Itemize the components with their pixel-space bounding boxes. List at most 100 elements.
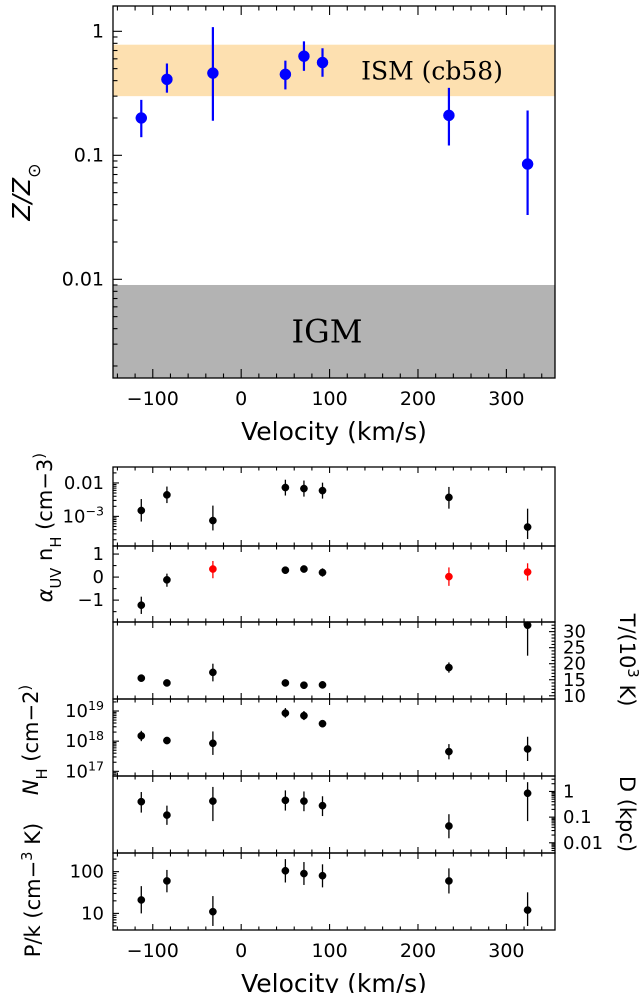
panel-nH-point-3 (281, 483, 290, 492)
ylabel-distance-part: D (kpc) (615, 776, 639, 852)
ylabel-NH-part: H (34, 768, 51, 779)
panel-NH-point-1 (163, 736, 171, 745)
panel-nH-point-7 (523, 523, 532, 531)
panel-alpha-ytick-label-0: −1 (77, 590, 104, 611)
panel-distance-ytick-label-2: 1 (563, 781, 574, 802)
panel-metallicity-frame (112, 5, 556, 379)
panel-temperature-ytick-label-3: 25 (563, 638, 586, 659)
panel-metallicity-xtick-label-1: 0 (235, 388, 247, 410)
ylabel-nH-part: H (48, 537, 65, 548)
ylabel-pressure-part: P/k (cm− (21, 861, 45, 957)
panel-pressure-point-5 (318, 871, 327, 880)
panel-pressure-ytick-label-1: 100 (70, 862, 104, 883)
panel-metallicity-point-6 (443, 109, 455, 122)
panel-NH-point-7 (523, 745, 532, 753)
panel-metallicity-point-0 (135, 112, 148, 124)
ylabel-metallicity-part: Z/Z (7, 177, 36, 222)
panel-distance-point-7 (523, 789, 532, 798)
panel-metallicity-xtick-label-3: 200 (400, 388, 436, 410)
panel-distance-point-0 (137, 797, 146, 806)
panel-metallicity-band-label-1: IGM (292, 312, 363, 350)
NH-tick-base: 10 (65, 731, 88, 752)
panel-NH-ytick-label-0: 1017 (65, 758, 104, 783)
panel-alpha-point-0 (137, 601, 146, 610)
ylabel-metallicity-part: ⊙ (25, 163, 45, 178)
panel-metallicity-xtick-label-2: 100 (311, 388, 347, 410)
panel-metallicity-band-1 (113, 284, 555, 378)
panel-nH-point-4 (300, 484, 308, 493)
panel-alpha-point-5 (318, 568, 327, 577)
panel-temperature-ytick-label-1: 15 (563, 670, 586, 691)
NH-tick-exp: 17 (88, 758, 104, 773)
ylabel-nH-part: (cm−3 (33, 459, 57, 537)
panel-pressure-point-2 (209, 907, 217, 916)
panel-metallicity-xlabel: Velocity (km/s) (241, 417, 427, 446)
ylabel-NH: NH (cm−2) (17, 685, 51, 795)
ylabel-temperature-part: 3 (625, 668, 642, 677)
panel-temperature-point-5 (318, 681, 327, 689)
panel-distance-point-2 (209, 797, 217, 805)
ylabel-nH-part: ) (31, 453, 48, 459)
panel-pressure-xtick-label-3: 200 (400, 940, 436, 962)
panel-NH-point-2 (209, 739, 217, 748)
ylabel-distance: D (kpc) (615, 776, 639, 852)
ylabel-temperature-part: T/(10 (615, 613, 639, 669)
panel-nH-point-6 (445, 493, 453, 502)
ylabel-pressure-part: 3 (19, 851, 36, 860)
panel-nH-point-0 (137, 506, 146, 515)
nH-tick-exp: −3 (85, 503, 104, 518)
NH-tick-base: 10 (65, 701, 88, 722)
ylabel-nH: nH (cm−3) (31, 453, 65, 561)
panel-pressure-point-3 (281, 866, 290, 875)
panel-alpha-frame (112, 545, 556, 623)
panel-metallicity-point-5 (316, 56, 329, 69)
data-layer (135, 27, 534, 926)
panel-metallicity-point-7 (521, 158, 534, 170)
panel-nH-point-2 (209, 516, 217, 525)
panel-NH-point-6 (445, 747, 453, 756)
panel-alpha-point-3 (281, 566, 290, 575)
panel-metallicity-point-1 (161, 73, 173, 86)
panel-temperature-point-7 (523, 621, 532, 630)
panel-metallicity-point-4 (298, 50, 310, 62)
panel-distance-ytick-label-1: 0.1 (563, 807, 592, 828)
nH-tick-base: 10 (63, 506, 86, 527)
panel-distance-point-1 (163, 811, 171, 819)
panel-temperature-point-3 (281, 679, 290, 687)
panel-metallicity-band-label-0: ISM (cb58) (361, 56, 503, 85)
panel-metallicity-xtick-label-0: −100 (127, 388, 179, 410)
panel-temperature-ytick-label-4: 30 (563, 622, 586, 643)
panel-nH-point-1 (163, 491, 171, 499)
panel-metallicity-band-0 (113, 44, 555, 97)
panel-temperature-point-4 (300, 681, 308, 690)
panel-metallicity-ytick-label-2: 1 (92, 20, 104, 42)
NH-tick-exp: 18 (88, 728, 104, 743)
panel-metallicity-ytick-label-0: 0.01 (62, 268, 104, 290)
ylabel-NH-part: ) (17, 685, 34, 691)
ylabel-metallicity: Z/Z⊙ (7, 163, 45, 221)
panel-alpha-point-4 (300, 565, 308, 573)
ylabel-temperature: T/(103 K) (615, 613, 642, 707)
panel-pressure-point-7 (523, 906, 532, 914)
panel-distance-point-3 (281, 796, 290, 805)
panel-alpha-ytick-label-2: 1 (93, 544, 104, 565)
panel-backgrounds (113, 44, 555, 378)
panel-alpha-point-7 (523, 568, 532, 576)
panel-NH-frame (112, 698, 556, 777)
NH-tick-base: 10 (65, 761, 88, 782)
panel-pressure-xtick-label-0: −100 (127, 940, 179, 962)
ylabel-NH-part: N (19, 779, 43, 795)
panel-distance-frame (112, 775, 556, 854)
panel-temperature-point-2 (209, 668, 217, 677)
panel-nH-ytick-label-1: 0.01 (64, 473, 104, 494)
panel-alpha-point-1 (163, 576, 171, 584)
panel-temperature-ytick-label-0: 10 (563, 686, 586, 707)
panel-NH-point-5 (318, 719, 327, 728)
panel-alpha-point-2 (209, 565, 217, 573)
panel-pressure-point-4 (300, 869, 308, 878)
panel-metallicity-ytick-label-1: 0.1 (74, 144, 104, 166)
panel-temperature-point-1 (163, 679, 171, 687)
panel-metallicity-point-2 (207, 67, 219, 79)
ylabel-nH-part: n (33, 548, 57, 561)
